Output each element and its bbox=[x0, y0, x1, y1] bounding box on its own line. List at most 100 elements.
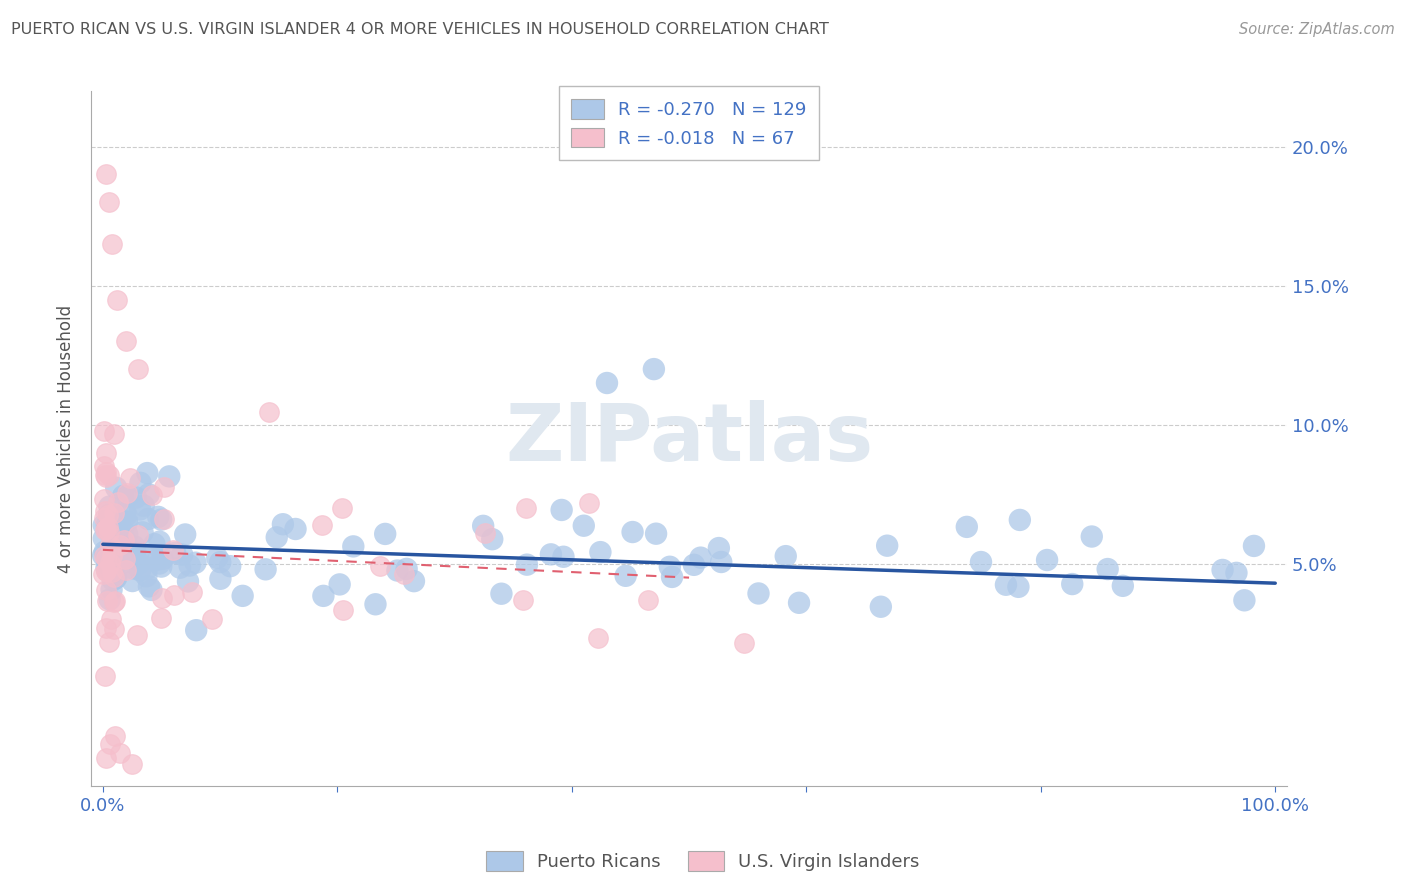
Point bbox=[112, 489, 135, 503]
Point bbox=[98, 538, 121, 552]
Point bbox=[104, 729, 127, 743]
Point bbox=[956, 520, 979, 534]
Point bbox=[1112, 579, 1135, 593]
Point bbox=[174, 527, 197, 541]
Point bbox=[93, 458, 115, 473]
Point bbox=[103, 570, 125, 584]
Point bbox=[775, 549, 797, 563]
Point bbox=[105, 293, 128, 307]
Point bbox=[138, 487, 160, 501]
Point bbox=[135, 569, 157, 583]
Point bbox=[1243, 539, 1265, 553]
Point bbox=[98, 510, 121, 524]
Point bbox=[572, 518, 595, 533]
Text: ZIPatlas: ZIPatlas bbox=[505, 400, 873, 477]
Point bbox=[98, 508, 121, 522]
Point bbox=[91, 549, 114, 563]
Point bbox=[117, 527, 139, 541]
Point bbox=[120, 470, 142, 484]
Point bbox=[93, 518, 115, 533]
Point bbox=[104, 572, 127, 586]
Point bbox=[129, 564, 152, 578]
Point bbox=[138, 579, 160, 593]
Legend: R = -0.270   N = 129, R = -0.018   N = 67: R = -0.270 N = 129, R = -0.018 N = 67 bbox=[558, 87, 820, 161]
Point bbox=[94, 467, 117, 482]
Point bbox=[114, 540, 136, 554]
Point bbox=[589, 545, 612, 559]
Point bbox=[96, 561, 118, 575]
Point bbox=[127, 362, 149, 376]
Point bbox=[172, 548, 194, 562]
Point bbox=[115, 515, 138, 529]
Point bbox=[93, 669, 115, 683]
Point bbox=[93, 491, 115, 506]
Point bbox=[128, 556, 150, 570]
Point bbox=[94, 504, 117, 518]
Point bbox=[108, 551, 131, 566]
Point bbox=[209, 572, 232, 586]
Point bbox=[994, 578, 1017, 592]
Point bbox=[91, 567, 114, 582]
Point bbox=[114, 563, 136, 577]
Point bbox=[127, 551, 149, 566]
Point bbox=[121, 545, 143, 559]
Point bbox=[107, 527, 129, 541]
Point bbox=[141, 582, 163, 597]
Point bbox=[97, 558, 120, 572]
Point bbox=[104, 594, 127, 608]
Point bbox=[710, 555, 733, 569]
Point bbox=[96, 522, 118, 536]
Point bbox=[96, 517, 118, 532]
Point bbox=[117, 490, 139, 504]
Point bbox=[219, 559, 242, 574]
Point bbox=[491, 587, 513, 601]
Point bbox=[101, 563, 124, 577]
Point bbox=[121, 561, 143, 575]
Point bbox=[114, 506, 136, 520]
Point bbox=[661, 570, 683, 584]
Point bbox=[136, 512, 159, 526]
Point bbox=[132, 499, 155, 513]
Point bbox=[129, 475, 152, 490]
Point bbox=[115, 508, 138, 523]
Point bbox=[125, 491, 148, 505]
Point bbox=[747, 586, 769, 600]
Point bbox=[114, 532, 136, 546]
Point bbox=[94, 544, 117, 558]
Point bbox=[643, 362, 665, 376]
Point bbox=[118, 549, 141, 564]
Point bbox=[312, 589, 335, 603]
Point bbox=[658, 559, 681, 574]
Point bbox=[1036, 553, 1059, 567]
Point bbox=[94, 550, 117, 565]
Point bbox=[94, 564, 117, 578]
Point bbox=[107, 495, 129, 509]
Point bbox=[105, 571, 128, 585]
Point bbox=[395, 562, 418, 576]
Point bbox=[96, 168, 118, 182]
Point bbox=[787, 596, 810, 610]
Point bbox=[97, 520, 120, 534]
Point bbox=[186, 623, 208, 637]
Point bbox=[100, 511, 122, 525]
Point bbox=[98, 738, 121, 752]
Point bbox=[103, 427, 125, 442]
Point bbox=[512, 592, 534, 607]
Point bbox=[97, 634, 120, 648]
Point bbox=[131, 525, 153, 540]
Point bbox=[98, 468, 121, 483]
Point bbox=[94, 582, 117, 597]
Point bbox=[110, 746, 132, 760]
Point bbox=[157, 469, 180, 483]
Point bbox=[148, 557, 170, 571]
Point bbox=[108, 538, 131, 552]
Point bbox=[153, 480, 176, 494]
Point bbox=[578, 496, 600, 510]
Point bbox=[150, 611, 173, 625]
Point bbox=[271, 517, 294, 532]
Point bbox=[621, 524, 644, 539]
Point bbox=[101, 573, 124, 587]
Y-axis label: 4 or more Vehicles in Household: 4 or more Vehicles in Household bbox=[58, 304, 75, 573]
Point bbox=[209, 555, 232, 569]
Point bbox=[689, 550, 711, 565]
